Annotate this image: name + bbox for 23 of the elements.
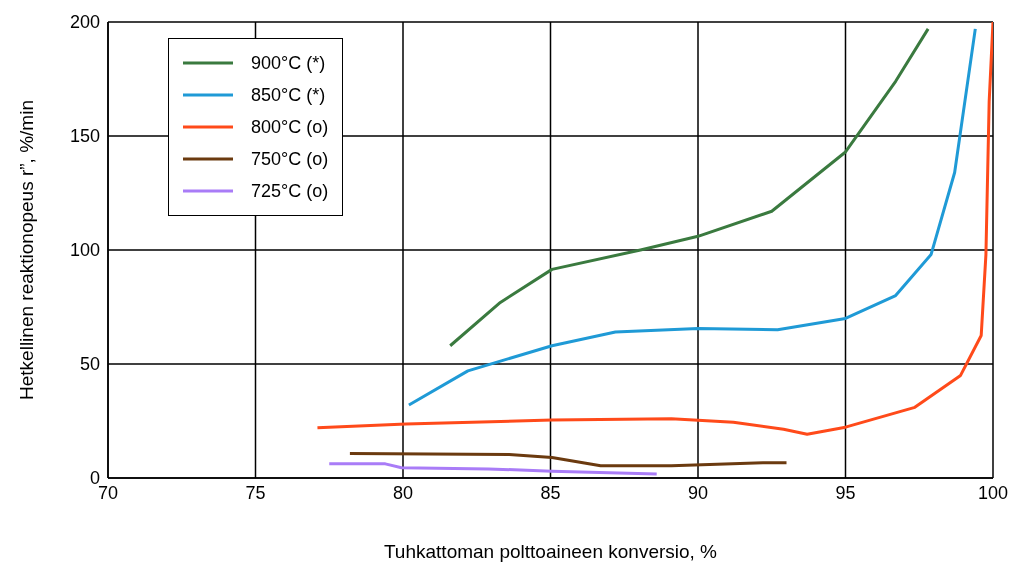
- line-series: [407, 27, 977, 407]
- x-tick-label: 80: [392, 482, 414, 503]
- x-tick-label: 90: [687, 482, 709, 503]
- y-tick-label: 50: [79, 354, 100, 375]
- x-tick-label: 100: [977, 482, 1009, 503]
- y-axis-title: Hetkellinen reaktionopeus r”, %/min: [15, 100, 37, 400]
- x-tick-label: 85: [540, 482, 561, 503]
- line-series: [448, 27, 930, 348]
- x-tick-label: 70: [97, 482, 119, 503]
- y-tick-label: 0: [89, 468, 100, 489]
- line-series: [327, 462, 659, 476]
- x-tick-label: 95: [835, 482, 856, 503]
- y-tick-label: 100: [69, 240, 100, 261]
- x-axis-title: Tuhkattoman polttoaineen konversio, %: [383, 541, 718, 562]
- legend-label: 900°C (*): [251, 52, 326, 74]
- legend-label: 850°C (*): [251, 84, 326, 106]
- x-tick-label: 75: [245, 482, 266, 503]
- legend-label: 750°C (o): [251, 148, 329, 170]
- y-tick-label: 150: [69, 126, 100, 147]
- y-tick-label: 200: [69, 12, 100, 33]
- legend-label: 800°C (o): [251, 116, 329, 138]
- line-series: [348, 452, 788, 468]
- legend-label: 725°C (o): [251, 180, 329, 202]
